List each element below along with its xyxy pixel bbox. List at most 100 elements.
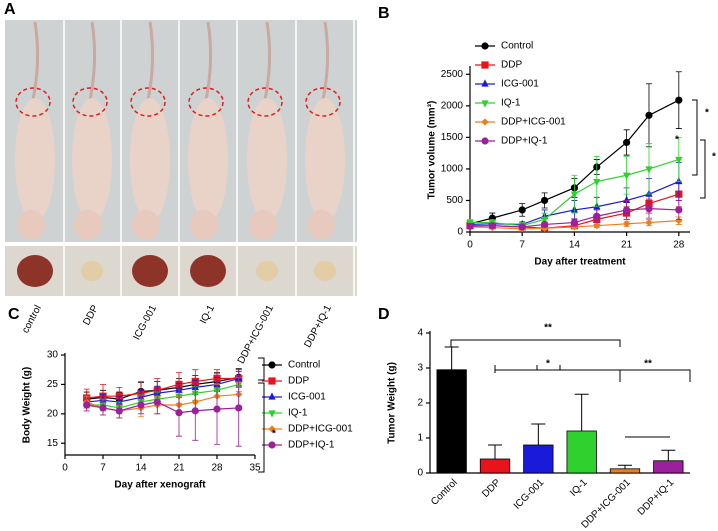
x-tick-label: 14 — [569, 240, 581, 251]
y-tick-label: 15 — [47, 438, 59, 449]
marker — [540, 220, 549, 229]
y-axis-title: Tumor volume (mm³) — [427, 101, 438, 200]
x-axis-title: Day after treatment — [534, 257, 626, 268]
y-tick-label: 30 — [47, 350, 59, 361]
significance-bracket — [258, 357, 265, 473]
mouse-tail — [88, 21, 97, 101]
bar — [436, 369, 467, 474]
mouse-tail — [146, 21, 155, 101]
mouse-head — [307, 210, 335, 240]
marker — [593, 178, 601, 187]
significance-label: ** — [544, 323, 552, 334]
marker — [623, 195, 631, 204]
legend-label: DDP — [501, 60, 522, 71]
panel-label: C — [8, 306, 20, 323]
x-tick-label: DDP+IQ-1 — [636, 477, 677, 518]
significance-bracket — [700, 139, 706, 199]
marker — [466, 222, 474, 230]
significance-label: ** — [644, 359, 652, 370]
tumor — [256, 261, 278, 281]
mouse-body — [188, 98, 228, 222]
x-tick-label: Control — [429, 477, 460, 508]
legend-marker — [268, 361, 276, 369]
sample-label: DDP+IQ-1 — [302, 303, 334, 350]
legend-label: DDP+IQ-1 — [288, 440, 335, 451]
mouse-body — [305, 98, 345, 222]
legend-label: ICG-001 — [288, 392, 326, 403]
significance-bracket — [494, 365, 621, 382]
marker — [570, 191, 579, 199]
y-tick-label: 2 — [417, 398, 423, 409]
x-tick-label: 0 — [62, 463, 68, 474]
significance-label: * — [705, 108, 709, 119]
legend-label: ICG-001 — [501, 79, 539, 90]
tumor-circle — [15, 87, 51, 117]
marker — [137, 401, 145, 409]
mouse-tail — [204, 21, 213, 101]
x-tick-label: 21 — [173, 463, 185, 474]
tumor-circle — [305, 87, 341, 117]
x-tick-label: 7 — [519, 240, 525, 251]
significance-label: * — [712, 152, 716, 163]
tumor-circle — [130, 87, 166, 117]
y-tick-label: 0 — [417, 468, 423, 479]
tumor — [132, 255, 168, 287]
sample-label: control — [20, 303, 44, 335]
marker — [675, 217, 683, 225]
x-tick-label: IQ-1 — [568, 477, 590, 499]
mouse-body — [247, 98, 287, 222]
y-axis-title: Body Weight (g) — [22, 367, 33, 443]
error-bar — [618, 464, 632, 469]
x-tick-label: 0 — [467, 240, 473, 251]
legend-label: Control — [501, 41, 533, 52]
legend-marker — [268, 410, 276, 418]
bar — [609, 468, 641, 474]
marker — [675, 206, 683, 214]
legend-marker — [268, 392, 276, 400]
legend-marker — [268, 441, 276, 449]
marker — [115, 407, 123, 415]
marker — [115, 397, 123, 405]
sample-label: DDP — [81, 303, 101, 327]
marker — [645, 111, 653, 119]
legend-marker — [268, 425, 276, 433]
significance-bracket — [559, 365, 691, 438]
mouse-head — [74, 210, 102, 240]
error-bar — [488, 444, 502, 459]
marker — [623, 172, 631, 180]
legend-marker — [268, 377, 276, 385]
y-tick-label: 25 — [47, 379, 59, 390]
x-tick-label: 28 — [211, 463, 223, 474]
error-bar — [444, 346, 459, 370]
legend-marker — [481, 79, 489, 87]
marker — [593, 212, 601, 220]
photo-panel — [5, 20, 357, 296]
mouse-tail — [263, 21, 272, 101]
mouse-head — [190, 210, 218, 240]
marker — [213, 405, 221, 413]
marker — [488, 214, 496, 222]
legend-label: DDP+ICG-001 — [501, 117, 566, 128]
bar — [523, 444, 554, 474]
sample-label: IQ-1 — [198, 303, 217, 326]
mouse-body — [130, 98, 170, 222]
legend-label: DDP+IQ-1 — [501, 136, 548, 147]
marker — [540, 216, 549, 224]
x-tick-label: DDP — [480, 477, 503, 500]
marker — [645, 166, 653, 174]
sample-label: DDP+ICG-001 — [236, 303, 276, 366]
marker — [623, 220, 631, 228]
marker — [191, 407, 199, 415]
tumor — [314, 261, 336, 281]
marker — [623, 206, 631, 214]
y-tick-label: 2500 — [441, 69, 464, 80]
y-tick-label: 2000 — [441, 100, 464, 111]
bar — [479, 458, 511, 474]
y-tick-label: 1500 — [441, 132, 464, 143]
mouse-tail — [31, 21, 40, 101]
marker — [645, 205, 653, 213]
mouse-body — [15, 98, 55, 222]
error-bar — [574, 393, 589, 431]
photo-background — [5, 246, 357, 296]
